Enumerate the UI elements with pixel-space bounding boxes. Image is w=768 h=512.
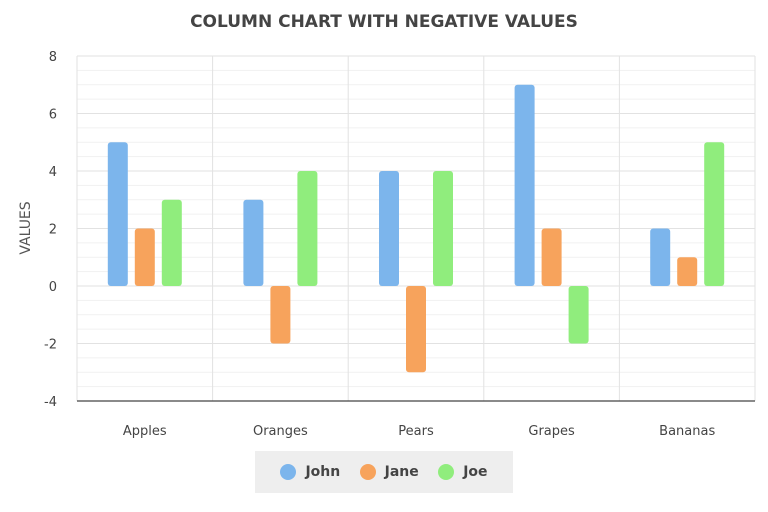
y-tick-label: -2	[44, 338, 57, 353]
y-tick-label: 2	[49, 223, 57, 238]
category-label: Oranges	[253, 424, 308, 439]
y-tick-label: 8	[49, 50, 57, 65]
category-label: Grapes	[528, 424, 575, 439]
legend: John Jane Joe	[255, 451, 513, 493]
category-label: Bananas	[659, 424, 715, 439]
legend-swatch-john	[280, 464, 297, 480]
bar-john-bananas	[650, 228, 671, 286]
bar-joe-grapes	[568, 286, 589, 344]
gridlines	[76, 55, 756, 402]
y-tick-label: 6	[49, 108, 57, 123]
bar-joe-oranges	[297, 171, 318, 286]
bar-joe-bananas	[704, 142, 725, 286]
legend-label-john: John	[305, 464, 341, 480]
bar-jane-pears	[406, 286, 426, 373]
bar-jane-oranges	[270, 286, 291, 344]
legend-item-john[interactable]: John	[280, 464, 340, 480]
bar-john-apples	[107, 142, 128, 286]
legend-item-jane[interactable]: Jane	[359, 464, 419, 480]
bar-jane-bananas	[677, 257, 698, 286]
category-label: Apples	[123, 424, 167, 439]
legend-swatch-joe	[438, 464, 455, 480]
bar-joe-pears	[433, 171, 453, 286]
bar-jane-grapes	[541, 228, 562, 286]
legend-label-joe: Joe	[463, 464, 488, 480]
bar-jane-apples	[134, 228, 155, 286]
bar-john-grapes	[514, 84, 535, 286]
y-tick-label: 0	[49, 280, 57, 295]
category-labels: Apples Oranges Pears Grapes Bananas	[123, 424, 716, 439]
bar-john-oranges	[243, 199, 264, 286]
y-axis-label: VALUES	[18, 201, 34, 254]
chart-title: COLUMN CHART WITH NEGATIVE VALUES	[190, 12, 578, 32]
bar-john-pears	[379, 171, 399, 286]
bar-joe-apples	[161, 199, 182, 286]
legend-label-jane: Jane	[384, 464, 419, 480]
y-tick-label: 4	[49, 165, 57, 180]
y-tick-labels: 8 6 4 2 0 -2 -4	[44, 50, 57, 410]
category-label: Pears	[398, 424, 434, 439]
legend-item-joe[interactable]: Joe	[438, 464, 488, 480]
legend-swatch-jane	[359, 464, 376, 480]
y-tick-label: -4	[44, 395, 57, 410]
bars	[107, 84, 725, 373]
